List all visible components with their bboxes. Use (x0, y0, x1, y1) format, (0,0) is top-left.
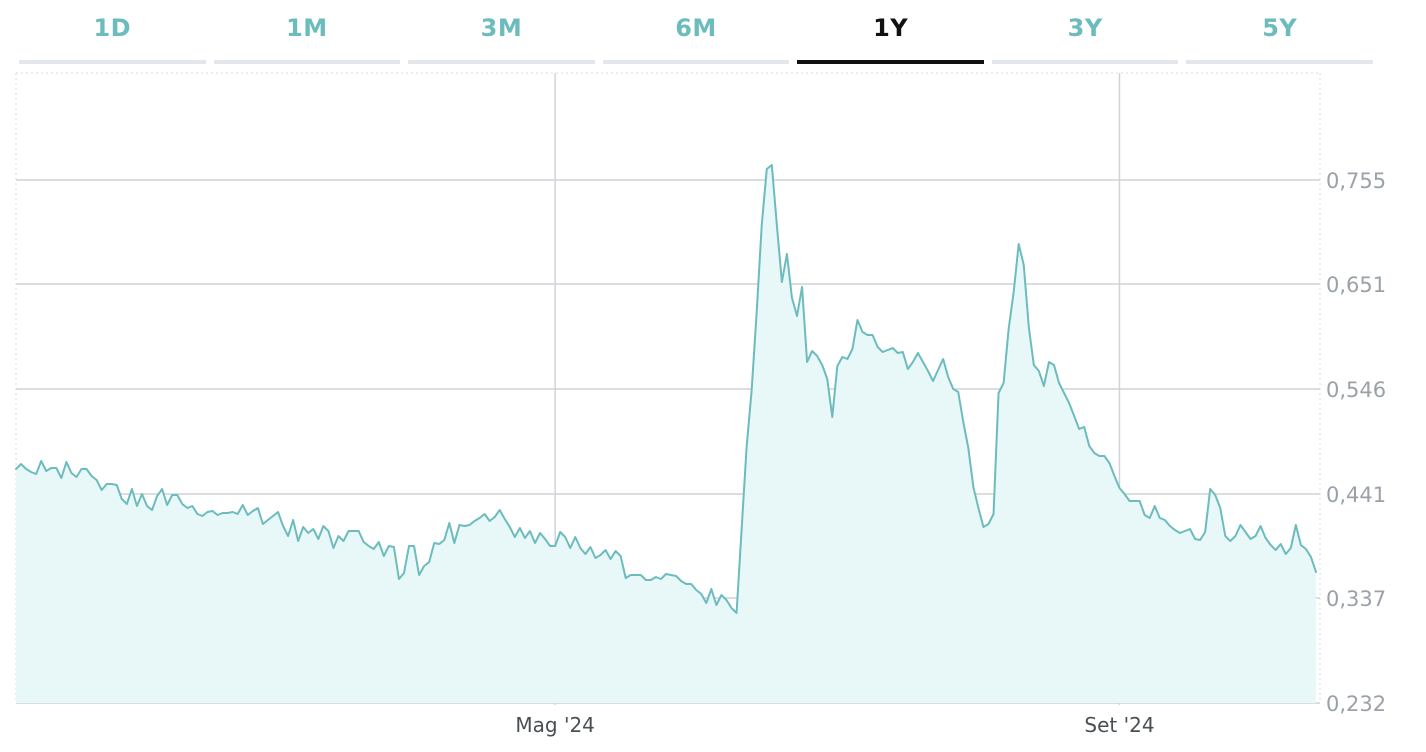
tab-6m[interactable]: 6M (602, 0, 790, 64)
y-tick-label: 0,546 (1326, 378, 1386, 402)
y-tick-label: 0,755 (1326, 169, 1386, 193)
tab-label: 5Y (1262, 14, 1298, 42)
tab-label: 1D (93, 14, 132, 42)
tab-underline (213, 60, 401, 64)
tab-1m[interactable]: 1M (213, 0, 401, 64)
tab-underline (797, 60, 984, 64)
y-tick-label: 0,651 (1326, 273, 1386, 297)
x-axis-labels: Mag '24 Set '24 (515, 713, 1154, 737)
x-tick-label: Set '24 (1084, 713, 1154, 737)
y-tick-label: 0,337 (1326, 587, 1386, 611)
x-tick-label: Mag '24 (515, 713, 595, 737)
tab-3y[interactable]: 3Y (991, 0, 1179, 64)
timeframe-tabs: 1D 1M 3M 6M 1Y 3Y 5Y (19, 0, 1374, 64)
y-tick-label: 0,232 (1326, 692, 1386, 716)
y-axis-labels: 0,232 0,337 0,441 0,546 0,651 0,755 (1326, 169, 1386, 716)
tab-underline (19, 60, 206, 64)
tab-label: 3M (480, 14, 523, 42)
tab-label: 1Y (873, 14, 909, 42)
tab-1d[interactable]: 1D (19, 0, 206, 64)
tab-label: 3Y (1067, 14, 1103, 42)
tab-label: 6M (675, 14, 717, 42)
tab-underline (408, 60, 595, 64)
tab-3m[interactable]: 3M (408, 0, 595, 64)
area-fill (16, 165, 1316, 703)
tab-1y[interactable]: 1Y (797, 0, 984, 64)
tab-underline (602, 60, 790, 64)
price-line (15, 164, 1317, 614)
tab-label: 1M (286, 14, 328, 42)
tab-5y[interactable]: 5Y (1186, 0, 1374, 64)
tab-underline (991, 60, 1179, 64)
y-tick-label: 0,441 (1326, 483, 1386, 507)
tab-underline (1186, 60, 1374, 64)
